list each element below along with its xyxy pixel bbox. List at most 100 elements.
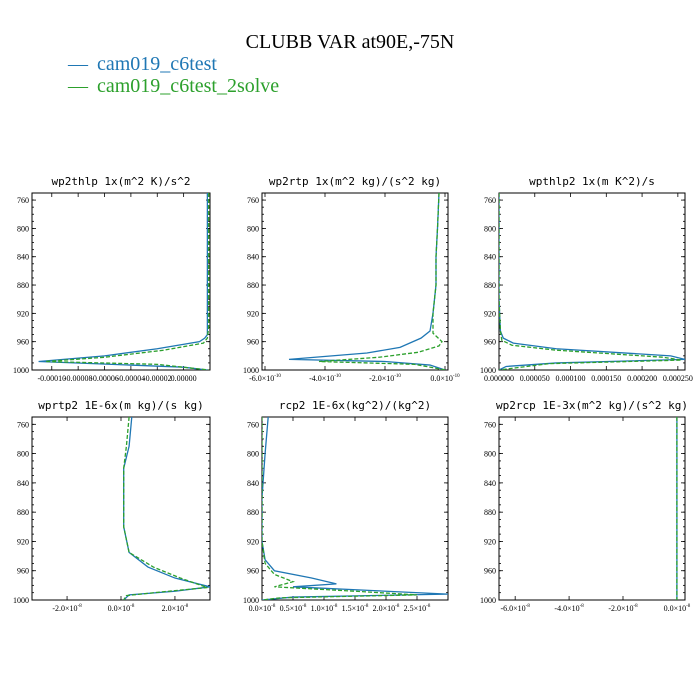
ytick-label: 840 (484, 253, 496, 262)
ytick-label: 840 (17, 253, 29, 262)
ytick-label: 920 (247, 309, 259, 318)
xtick-exponent: -8 (130, 604, 135, 609)
legend-entry-1: — cam019_c6test (67, 53, 217, 75)
legend-entry-2: — cam019_c6test_2solve (67, 75, 279, 97)
ytick-label: 1000 (480, 366, 496, 375)
ytick-label: 840 (247, 253, 259, 262)
panel-1-series-1 (38, 193, 209, 370)
xtick-label: -0.00010 (37, 374, 66, 383)
ytick-label: 760 (484, 196, 496, 205)
xtick-label: -2.0×10-8 (52, 604, 82, 613)
xtick-label: 2.5×10-8 (404, 604, 431, 613)
xtick-exponent: -8 (526, 604, 531, 609)
ytick-label: 800 (484, 450, 496, 459)
ytick-label: 960 (17, 338, 29, 347)
panel-1-frame (31, 192, 211, 371)
ytick-label: 1000 (243, 596, 259, 605)
ytick-label: 920 (247, 537, 259, 546)
xtick-label: -2.0×10-8 (608, 604, 638, 613)
xtick-exponent: -8 (395, 604, 400, 609)
panels-grid: wp2thlp 1x(m^2 K)/s^2 760 800 840 880 920 960 1… (13, 175, 693, 613)
xtick-label: -0.00004 (117, 374, 146, 383)
panel-3-series-1 (499, 193, 685, 370)
panel-2-frame (261, 192, 449, 371)
ytick-label: 1000 (480, 596, 496, 605)
panel-2-title: wp2rtp 1x(m^2 kg)/(s^2 kg) (269, 175, 441, 188)
legend-marker-1: — (67, 53, 89, 75)
panel-5-series-1 (262, 417, 448, 600)
xtick-exponent: -8 (78, 604, 83, 609)
ytick-label: 960 (484, 338, 496, 347)
ytick-label: 960 (247, 567, 259, 576)
xtick-label: 2.0×10-8 (373, 604, 400, 613)
xtick-exponent: -8 (426, 604, 431, 609)
panel-4-frame (31, 416, 211, 601)
panel-4-title: wprtp2 1E-6x(m kg)/(s kg) (38, 399, 204, 412)
ytick-label: 760 (247, 420, 259, 429)
ytick-label: 800 (484, 224, 496, 233)
ytick-label: 800 (17, 224, 29, 233)
ytick-label: 880 (17, 281, 29, 290)
ytick-label: 880 (247, 281, 259, 290)
ytick-label: 920 (17, 309, 29, 318)
panel-6-title: wp2rcp 1E-3x(m^2 kg)/(s^2 kg) (496, 399, 688, 412)
panel-1: wp2thlp 1x(m^2 K)/s^2 760 800 840 880 920 960 1… (13, 175, 211, 383)
ytick-label: 880 (247, 508, 259, 517)
panel-6-frame (498, 416, 686, 601)
legend: — cam019_c6test — cam019_c6test_2solve (67, 53, 279, 97)
panel-3-series-2 (499, 193, 682, 370)
xtick-exponent: -10 (274, 374, 281, 379)
xtick-label: 0.000050 (520, 374, 550, 383)
xtick-label: 2.0×10-8 (162, 604, 189, 613)
ytick-label: 880 (484, 508, 496, 517)
panel-5-frame (261, 416, 449, 601)
panel-5-series-2 (262, 417, 418, 600)
ytick-label: 1000 (13, 366, 29, 375)
panel-2-series-2 (318, 193, 446, 370)
xtick-label: 0.0×10-8 (664, 604, 691, 613)
panel-2: wp2rtp 1x(m^2 kg)/(s^2 kg) 760 800 840 880 92… (243, 175, 460, 383)
ytick-label: 760 (484, 420, 496, 429)
xtick-label: -0.00008 (64, 374, 93, 383)
panel-4-series-2 (123, 417, 208, 600)
xtick-exponent: -8 (333, 604, 338, 609)
panel-1-series-2 (45, 193, 210, 370)
xtick-label: 0.00000 (171, 374, 197, 383)
xtick-label: -4.0×10-10 (309, 374, 341, 383)
ytick-label: 880 (484, 281, 496, 290)
ytick-label: 760 (17, 196, 29, 205)
ytick-label: 960 (247, 338, 259, 347)
panel-1-title: wp2thlp 1x(m^2 K)/s^2 (51, 175, 190, 188)
xtick-label: -0.00006 (90, 374, 119, 383)
xtick-label: 0.0×10-8 (249, 604, 276, 613)
ytick-label: 840 (484, 479, 496, 488)
ytick-label: 760 (17, 420, 29, 429)
xtick-label: 0.0×10-10 (430, 374, 460, 383)
panel-2-series-1 (288, 193, 446, 370)
ytick-label: 1000 (13, 596, 29, 605)
xtick-label: 0.0×10-8 (108, 604, 135, 613)
xtick-exponent: -8 (634, 604, 639, 609)
panel-5-title: rcp2 1E-6x(kg^2)/(kg^2) (279, 399, 431, 412)
xtick-label: -4.0×10-8 (554, 604, 584, 613)
xtick-label: 0.000250 (663, 374, 693, 383)
panel-3-title: wpthlp2 1x(m K^2)/s (529, 175, 655, 188)
ytick-label: 760 (247, 196, 259, 205)
ytick-label: 800 (247, 450, 259, 459)
xtick-label: 0.5×10-8 (280, 604, 307, 613)
xtick-exponent: -10 (453, 374, 460, 379)
xtick-label: 0.000000 (484, 374, 514, 383)
ytick-label: 920 (484, 309, 496, 318)
xtick-exponent: -8 (271, 604, 276, 609)
panel-3: wpthlp2 1x(m K^2)/s 760 800 840 880 920 960 100… (480, 175, 693, 383)
xtick-label: -0.00002 (143, 374, 172, 383)
figure-title: CLUBB VAR at90E,-75N (246, 31, 455, 53)
xtick-exponent: -8 (184, 604, 189, 609)
xtick-label: -2.0×10-10 (369, 374, 401, 383)
ytick-label: 880 (17, 508, 29, 517)
ytick-label: 920 (17, 537, 29, 546)
xtick-label: 0.000200 (627, 374, 657, 383)
legend-label-2: cam019_c6test_2solve (97, 75, 279, 97)
xtick-label: -6.0×10-8 (500, 604, 530, 613)
